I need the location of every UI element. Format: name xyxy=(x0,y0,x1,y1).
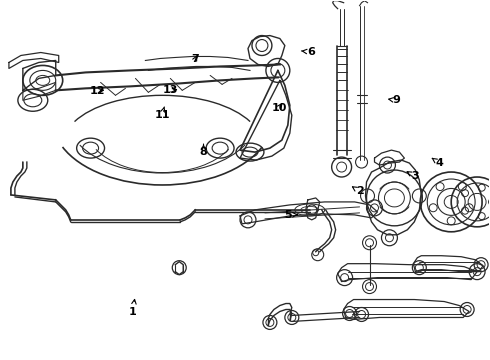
Text: 3: 3 xyxy=(407,171,418,181)
Text: 11: 11 xyxy=(154,107,170,120)
Text: 1: 1 xyxy=(129,300,137,317)
Text: 13: 13 xyxy=(163,85,178,95)
Text: 2: 2 xyxy=(352,186,364,197)
Text: 5: 5 xyxy=(284,210,297,220)
Text: 8: 8 xyxy=(199,144,207,157)
Text: 10: 10 xyxy=(271,103,287,113)
Text: 6: 6 xyxy=(301,47,315,57)
Text: 12: 12 xyxy=(90,86,105,96)
Text: 9: 9 xyxy=(389,95,400,105)
Text: 4: 4 xyxy=(432,158,443,168)
Text: 7: 7 xyxy=(191,54,199,64)
